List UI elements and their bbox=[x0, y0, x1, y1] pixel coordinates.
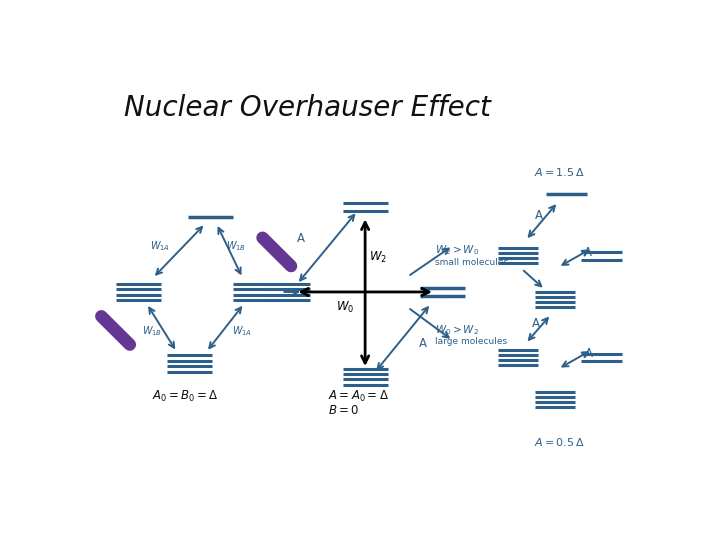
Text: A: A bbox=[297, 232, 305, 245]
Text: $A = 1.5\,\Delta$: $A = 1.5\,\Delta$ bbox=[534, 166, 585, 178]
Text: $A = 0.5\,\Delta$: $A = 0.5\,\Delta$ bbox=[534, 436, 585, 448]
Text: $A_0 = B_0 = \Delta$: $A_0 = B_0 = \Delta$ bbox=[152, 389, 219, 404]
Text: $W_{1A}$: $W_{1A}$ bbox=[232, 325, 252, 338]
Text: A: A bbox=[535, 209, 543, 222]
Text: $A = A_0 = \Delta$: $A = A_0 = \Delta$ bbox=[328, 389, 389, 404]
Text: $W_{1B}$: $W_{1B}$ bbox=[225, 240, 246, 253]
Text: $B = 0$: $B = 0$ bbox=[328, 403, 359, 417]
Text: large molecules: large molecules bbox=[435, 338, 507, 346]
Text: A: A bbox=[585, 347, 593, 360]
Text: $W_{1A}$: $W_{1A}$ bbox=[150, 240, 171, 253]
Text: A: A bbox=[419, 338, 428, 350]
Text: $W_0 > W_2$: $W_0 > W_2$ bbox=[435, 323, 479, 336]
Text: Nuclear Overhauser Effect: Nuclear Overhauser Effect bbox=[124, 94, 490, 122]
Text: $W_0$: $W_0$ bbox=[336, 300, 354, 315]
Text: A: A bbox=[532, 316, 540, 329]
Text: $W_2$: $W_2$ bbox=[369, 250, 387, 265]
Text: $W_2 > W_0$: $W_2 > W_0$ bbox=[435, 244, 480, 257]
Text: $W_{1B}$: $W_{1B}$ bbox=[142, 325, 162, 338]
Text: A: A bbox=[584, 246, 592, 259]
Text: small molecules: small molecules bbox=[435, 258, 508, 267]
